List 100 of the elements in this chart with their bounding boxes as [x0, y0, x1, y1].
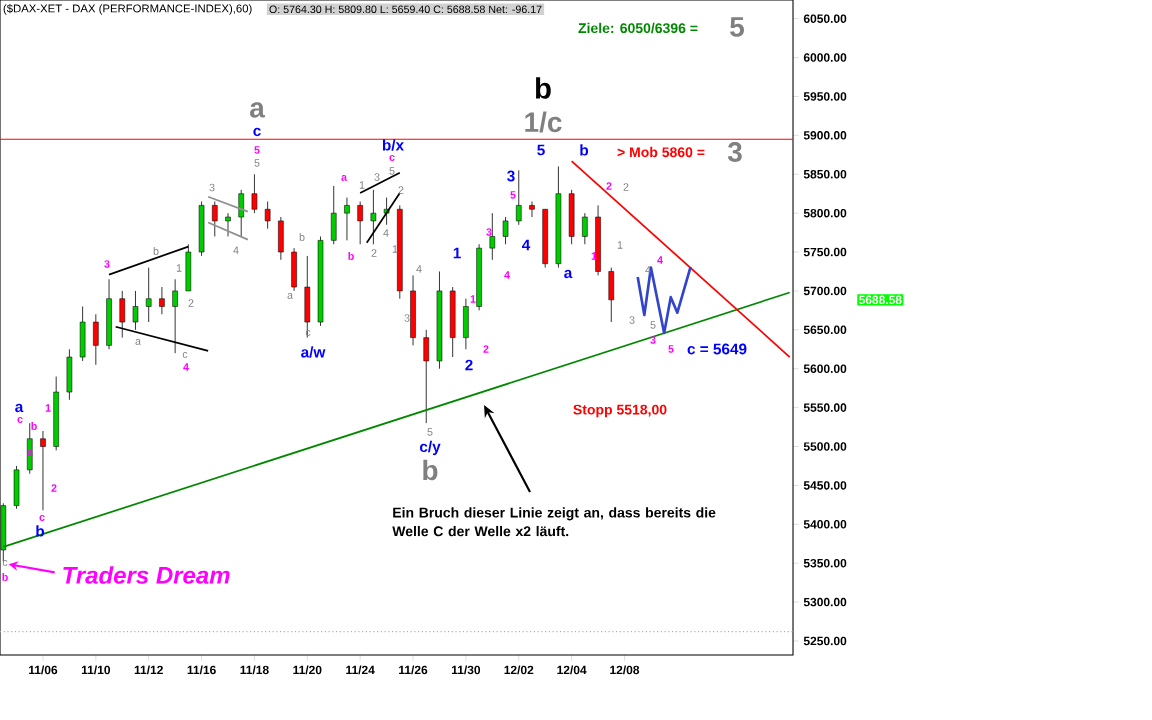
x-tick-label: 11/16	[187, 665, 216, 675]
x-tick-label: 11/18	[240, 665, 269, 675]
candlestick	[93, 313, 99, 366]
x-tick-label: 11/30	[451, 665, 481, 675]
annotation: c	[305, 330, 311, 336]
candlestick	[582, 212, 588, 245]
y-tick-label: 5650.00	[803, 325, 847, 335]
annotation: a	[135, 339, 141, 345]
annotation: b	[153, 247, 159, 255]
annotation: > Mob 5860 =	[617, 146, 705, 158]
annotation: 1	[176, 264, 182, 272]
x-tick-label: 11/20	[293, 665, 322, 675]
y-tick-label: 5350.00	[803, 558, 847, 568]
x-tick-label: 12/08	[610, 665, 640, 675]
annotation: 5	[668, 345, 674, 353]
annotation: 3	[629, 316, 635, 324]
annotation: b	[299, 233, 305, 241]
annotation: Ein Bruch dieser Linie zeigt an, dass bereits die Welle C der Welle x2 läuft.	[392, 507, 716, 537]
chart-subtitle: O: 5764.30 H: 5809.80 L: 5659.40 C: 5688.58 Net: -96.17	[269, 5, 542, 14]
y-tick-label: 5950.00	[803, 92, 847, 101]
annotation: a	[341, 175, 348, 181]
annotation: 5	[254, 159, 260, 167]
x-tick-label: 11/24	[346, 665, 375, 675]
annotation: 4	[416, 265, 422, 273]
line-series	[636, 265, 692, 335]
annotation: 5	[650, 321, 656, 329]
annotation: 2	[188, 299, 194, 307]
candlestick	[225, 212, 231, 237]
candlestick	[529, 201, 535, 218]
candlestick	[344, 197, 350, 241]
annotation: 3	[404, 314, 410, 322]
annotation: b	[423, 459, 438, 481]
candlestick	[423, 329, 430, 424]
annotation: 5	[510, 191, 516, 199]
y-tick-label: 5250.00	[803, 636, 847, 646]
annotation: 2	[398, 186, 404, 194]
annotation: 3	[104, 260, 110, 268]
y-tick-label: 5450.00	[803, 481, 847, 490]
y-tick-label: 5700.00	[803, 286, 847, 296]
annotation: b	[2, 573, 8, 581]
candlestick	[159, 286, 165, 315]
annotation: a/w	[301, 346, 326, 358]
candlestick	[357, 201, 363, 245]
annotation: 3	[486, 228, 492, 236]
candlestick	[212, 201, 218, 237]
annotation: 3	[650, 336, 656, 344]
annotation: 4	[383, 229, 389, 237]
candlestick	[40, 430, 46, 511]
candlestick	[515, 169, 522, 226]
annotation: Stopp 5518,00	[573, 404, 667, 418]
annotation: b	[348, 252, 354, 260]
candlestick	[251, 173, 258, 214]
annotation: c/y	[419, 440, 441, 456]
annotation: a	[287, 293, 293, 299]
annotation: 3	[209, 183, 215, 192]
annotation: 1	[470, 295, 476, 303]
x-tick-label: 11/12	[134, 665, 163, 675]
annotation: 2	[623, 183, 629, 191]
annotation: 1	[45, 404, 51, 412]
annotation: b	[535, 77, 551, 99]
annotation: 1	[453, 247, 461, 259]
y-tick-label: 5300.00	[803, 597, 847, 607]
annotation: a	[15, 403, 24, 413]
annotation: 2	[51, 484, 57, 492]
text: 5688.58	[858, 295, 902, 305]
y-tick-label: 5550.00	[803, 403, 847, 412]
annotation: 1	[392, 245, 398, 253]
annotation: b/x	[382, 139, 404, 151]
candlestick	[238, 189, 244, 237]
y-tick-label: 6050.00	[803, 14, 847, 23]
x-tick-label: 11/10	[81, 665, 111, 675]
annotation: 3	[374, 173, 380, 181]
y-tick-label: 5600.00	[803, 364, 847, 373]
annotation: Traders Dream	[63, 566, 230, 584]
annotation: c	[39, 515, 45, 521]
annotation: a	[27, 450, 34, 456]
annotation: 5	[389, 167, 395, 175]
annotation: 1	[359, 181, 365, 189]
y-tick-label: 5400.00	[803, 520, 847, 529]
candlestick	[502, 216, 509, 245]
y-tick-label: 5900.00	[803, 131, 847, 140]
candlestick	[264, 201, 271, 230]
x-tick-label: 11/26	[399, 665, 428, 675]
y-tick-label: 5800.00	[803, 208, 847, 218]
x-tick-label: 11/06	[29, 665, 58, 675]
annotation: c	[17, 417, 23, 423]
annotation: 3	[727, 142, 742, 162]
candlestick	[145, 267, 152, 323]
annotation: c	[253, 127, 261, 137]
annotation: 2	[483, 345, 489, 353]
annotation: b	[31, 422, 37, 430]
annotation: 4	[233, 246, 239, 254]
annotation: 3	[507, 170, 515, 182]
annotation: 4	[657, 256, 663, 264]
annotation: 4	[521, 239, 531, 251]
annotation: 2	[465, 359, 473, 371]
annotation: c	[182, 352, 188, 358]
annotation: 2	[371, 249, 377, 257]
annotation: 5	[730, 17, 745, 37]
annotation: 4	[183, 363, 189, 371]
